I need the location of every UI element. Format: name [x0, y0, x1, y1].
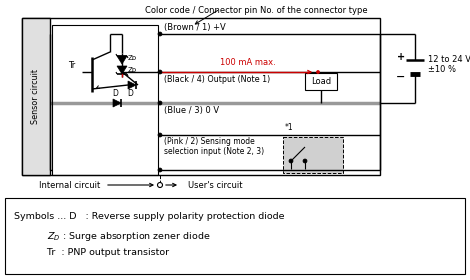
Circle shape [158, 168, 162, 172]
Circle shape [316, 71, 320, 74]
Bar [52, 25, 158, 175]
Text: Color code / Connector pin No. of the connector type: Color code / Connector pin No. of the co… [145, 6, 368, 15]
Text: Internal circuit: Internal circuit [39, 181, 101, 190]
Text: Tr  : PNP output transistor: Tr : PNP output transistor [14, 248, 169, 257]
Text: (Blue / 3) 0 V: (Blue / 3) 0 V [164, 106, 219, 115]
Text: +: + [397, 53, 405, 62]
Text: D: D [112, 90, 118, 99]
Text: Tr: Tr [68, 60, 75, 69]
Text: *1: *1 [285, 123, 294, 132]
Circle shape [158, 32, 162, 36]
Text: (Brown / 1) +V: (Brown / 1) +V [164, 23, 226, 32]
Bar [22, 18, 380, 175]
Text: D: D [127, 90, 133, 99]
Text: $Z_D$ : Surge absorption zener diode: $Z_D$ : Surge absorption zener diode [14, 230, 211, 243]
Text: Load: Load [311, 77, 331, 86]
Circle shape [158, 70, 162, 74]
Circle shape [158, 133, 162, 137]
Text: (Pink / 2) Sensing mode
selection input (Note 2, 3): (Pink / 2) Sensing mode selection input … [164, 137, 264, 157]
Bar [22, 18, 50, 175]
Bar [305, 73, 337, 90]
Polygon shape [128, 81, 136, 89]
Circle shape [158, 101, 162, 105]
Polygon shape [117, 66, 127, 74]
Text: (Black / 4) Output (Note 1): (Black / 4) Output (Note 1) [164, 75, 270, 84]
Circle shape [157, 183, 163, 188]
Text: Zᴅ: Zᴅ [128, 55, 137, 61]
Text: User's circuit: User's circuit [188, 181, 242, 190]
Polygon shape [117, 56, 127, 64]
Text: −: − [396, 71, 406, 81]
Polygon shape [113, 99, 121, 107]
Circle shape [289, 159, 293, 163]
Text: 12 to 24 V DC
±10 %: 12 to 24 V DC ±10 % [428, 55, 470, 74]
Text: Sensor circuit: Sensor circuit [31, 69, 40, 124]
Text: Zᴅ: Zᴅ [128, 67, 137, 73]
Text: 100 mA max.: 100 mA max. [220, 58, 276, 67]
Text: Symbols ... D   : Reverse supply polarity protection diode: Symbols ... D : Reverse supply polarity … [14, 212, 284, 221]
Bar [283, 137, 343, 173]
Bar [5, 198, 465, 274]
Circle shape [303, 159, 307, 163]
